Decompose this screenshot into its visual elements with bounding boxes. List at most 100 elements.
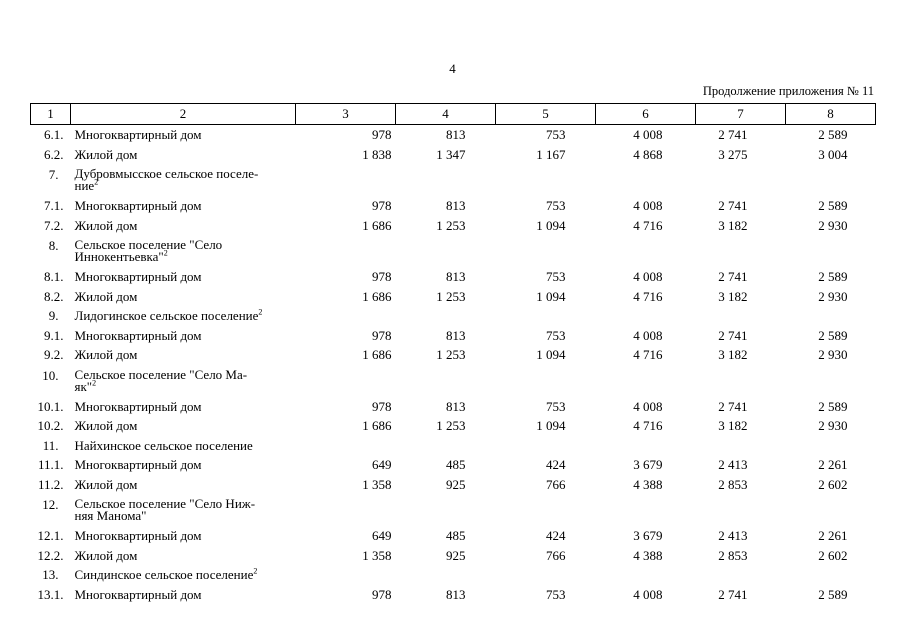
- value-cell: 2 930: [818, 418, 848, 433]
- table-row: 7.1. Многоквартирный дом 978 813 753 4 008 2 7…: [31, 196, 876, 216]
- row-number: 7.2.: [44, 217, 64, 233]
- value-cell: 978: [372, 586, 392, 602]
- header-cell: 4: [395, 103, 496, 125]
- value-cell: 3 182: [718, 288, 748, 304]
- section-name-line: Сельское поселение "Село Ма-: [74, 366, 248, 382]
- value-cell: 3 182: [718, 418, 748, 433]
- value-cell: 2 589: [818, 327, 848, 343]
- value-cell: 2 741: [718, 269, 748, 284]
- header-cell: 1: [30, 103, 71, 125]
- value-cell: 1 094: [536, 288, 566, 304]
- section-name-line: Сельское поселение "Село: [74, 237, 223, 252]
- section-name-line: Сельское поселение "Село Ниж-: [74, 496, 256, 511]
- tariff-table: 1 2 3 4 5 6 7 8 6.1. Многоквартирный дом 9…: [30, 103, 876, 604]
- row-name: Многоквартирный дом: [74, 198, 202, 213]
- footnote-marker: 2: [258, 307, 263, 317]
- value-cell: 753: [546, 269, 566, 284]
- value-cell: 978: [372, 269, 392, 284]
- section-name: Лидогинское сельское поселение2: [71, 306, 876, 326]
- section-name-line: Иннокентьевка": [74, 249, 164, 264]
- value-cell: 4 388: [633, 547, 663, 563]
- section-name-line: няя Манома": [74, 508, 147, 523]
- value-cell: 4 716: [633, 288, 663, 304]
- row-number: 13.1.: [37, 586, 64, 602]
- footnote-marker: 2: [92, 378, 97, 388]
- value-cell: 1 253: [436, 418, 466, 433]
- value-cell: 978: [372, 198, 392, 213]
- value-cell: 753: [546, 127, 566, 142]
- row-number: 11.2.: [37, 476, 64, 492]
- section-name-line: ние: [74, 178, 95, 193]
- value-cell: 813: [446, 269, 466, 284]
- row-number: 7.: [48, 167, 59, 182]
- row-number: 13.: [42, 567, 59, 582]
- section-name-text: Найхинское сельское поселение: [74, 437, 253, 453]
- row-number: 12.2.: [37, 547, 64, 563]
- value-cell: 485: [446, 457, 466, 472]
- value-cell: 753: [546, 327, 566, 343]
- value-cell: 2 413: [718, 457, 748, 472]
- value-cell: 1 094: [536, 418, 566, 433]
- table-row: 13.1. Многоквартирный дом 978 813 753 4 008 2 …: [31, 585, 876, 605]
- value-cell: 4 716: [633, 347, 663, 362]
- value-cell: 1 094: [536, 217, 566, 233]
- row-name: Многоквартирный дом: [74, 269, 202, 284]
- value-cell: 4 008: [633, 269, 663, 284]
- row-number: 12.1.: [37, 528, 64, 543]
- value-cell: 2 930: [818, 288, 848, 304]
- value-cell: 766: [546, 547, 566, 563]
- row-name: Многоквартирный дом: [74, 398, 202, 414]
- row-name: Жилой дом: [74, 288, 138, 304]
- section-name: Сельское поселение "Село Ниж-няя Манома": [71, 494, 876, 526]
- row-name: Жилой дом: [74, 418, 138, 433]
- table-row: 7.2. Жилой дом 1 686 1 253 1 094 4 716 3 182 2 …: [31, 216, 876, 236]
- value-cell: 424: [546, 457, 566, 472]
- header-cell: 7: [695, 103, 786, 125]
- value-cell: 2 741: [718, 398, 748, 414]
- value-cell: 2 741: [718, 198, 748, 213]
- row-name: Жилой дом: [74, 146, 138, 162]
- section-row: 10. Сельское поселение "Село Ма-як"2: [31, 365, 876, 397]
- row-number: 10.2.: [37, 418, 64, 433]
- row-number: 8.: [48, 238, 59, 253]
- value-cell: 2 589: [818, 127, 848, 142]
- value-cell: 2 853: [718, 547, 748, 563]
- footnote-marker: 2: [94, 177, 99, 187]
- row-number: 9.: [48, 308, 59, 323]
- value-cell: 424: [546, 528, 566, 543]
- section-name: Синдинское сельское поселение2: [71, 565, 876, 585]
- value-cell: 4 716: [633, 217, 663, 233]
- section-row: 8. Сельское поселение "Село Иннокентьевка"…: [31, 235, 876, 267]
- value-cell: 813: [446, 198, 466, 213]
- table-row: 11.2. Жилой дом 1 358 925 766 4 388 2 853 2 602: [31, 475, 876, 495]
- value-cell: 2 589: [818, 586, 848, 602]
- value-cell: 753: [546, 586, 566, 602]
- row-number: 11.1.: [37, 457, 64, 472]
- section-name: Сельское поселение "Село Иннокентьевка"2: [71, 235, 876, 267]
- row-name: Жилой дом: [74, 217, 138, 233]
- value-cell: 978: [372, 127, 392, 142]
- value-cell: 925: [446, 547, 466, 563]
- value-cell: 4 008: [633, 586, 663, 602]
- value-cell: 3 004: [818, 146, 848, 162]
- value-cell: 2 261: [818, 457, 848, 472]
- value-cell: 1 686: [362, 288, 392, 304]
- row-name: Многоквартирный дом: [74, 327, 202, 343]
- section-row: 12. Сельское поселение "Село Ниж-няя Мано…: [31, 494, 876, 526]
- row-number: 11.: [42, 437, 59, 453]
- table-row: 12.1. Многоквартирный дом 649 485 424 3 679 2 …: [31, 526, 876, 546]
- value-cell: 1 253: [436, 217, 466, 233]
- value-cell: 1 253: [436, 347, 466, 362]
- value-cell: 3 275: [718, 146, 748, 162]
- value-cell: 1 838: [362, 146, 392, 162]
- row-number: 6.2.: [44, 146, 64, 162]
- row-number: 9.2.: [44, 347, 64, 362]
- value-cell: 649: [372, 457, 392, 472]
- section-name-text: Синдинское сельское поселение: [74, 567, 254, 582]
- value-cell: 3 679: [633, 457, 663, 472]
- header-row: 1 2 3 4 5 6 7 8: [30, 103, 876, 125]
- value-cell: 2 589: [818, 269, 848, 284]
- section-row: 13. Синдинское сельское поселение2: [31, 565, 876, 585]
- value-cell: 3 182: [718, 347, 748, 362]
- value-cell: 813: [446, 327, 466, 343]
